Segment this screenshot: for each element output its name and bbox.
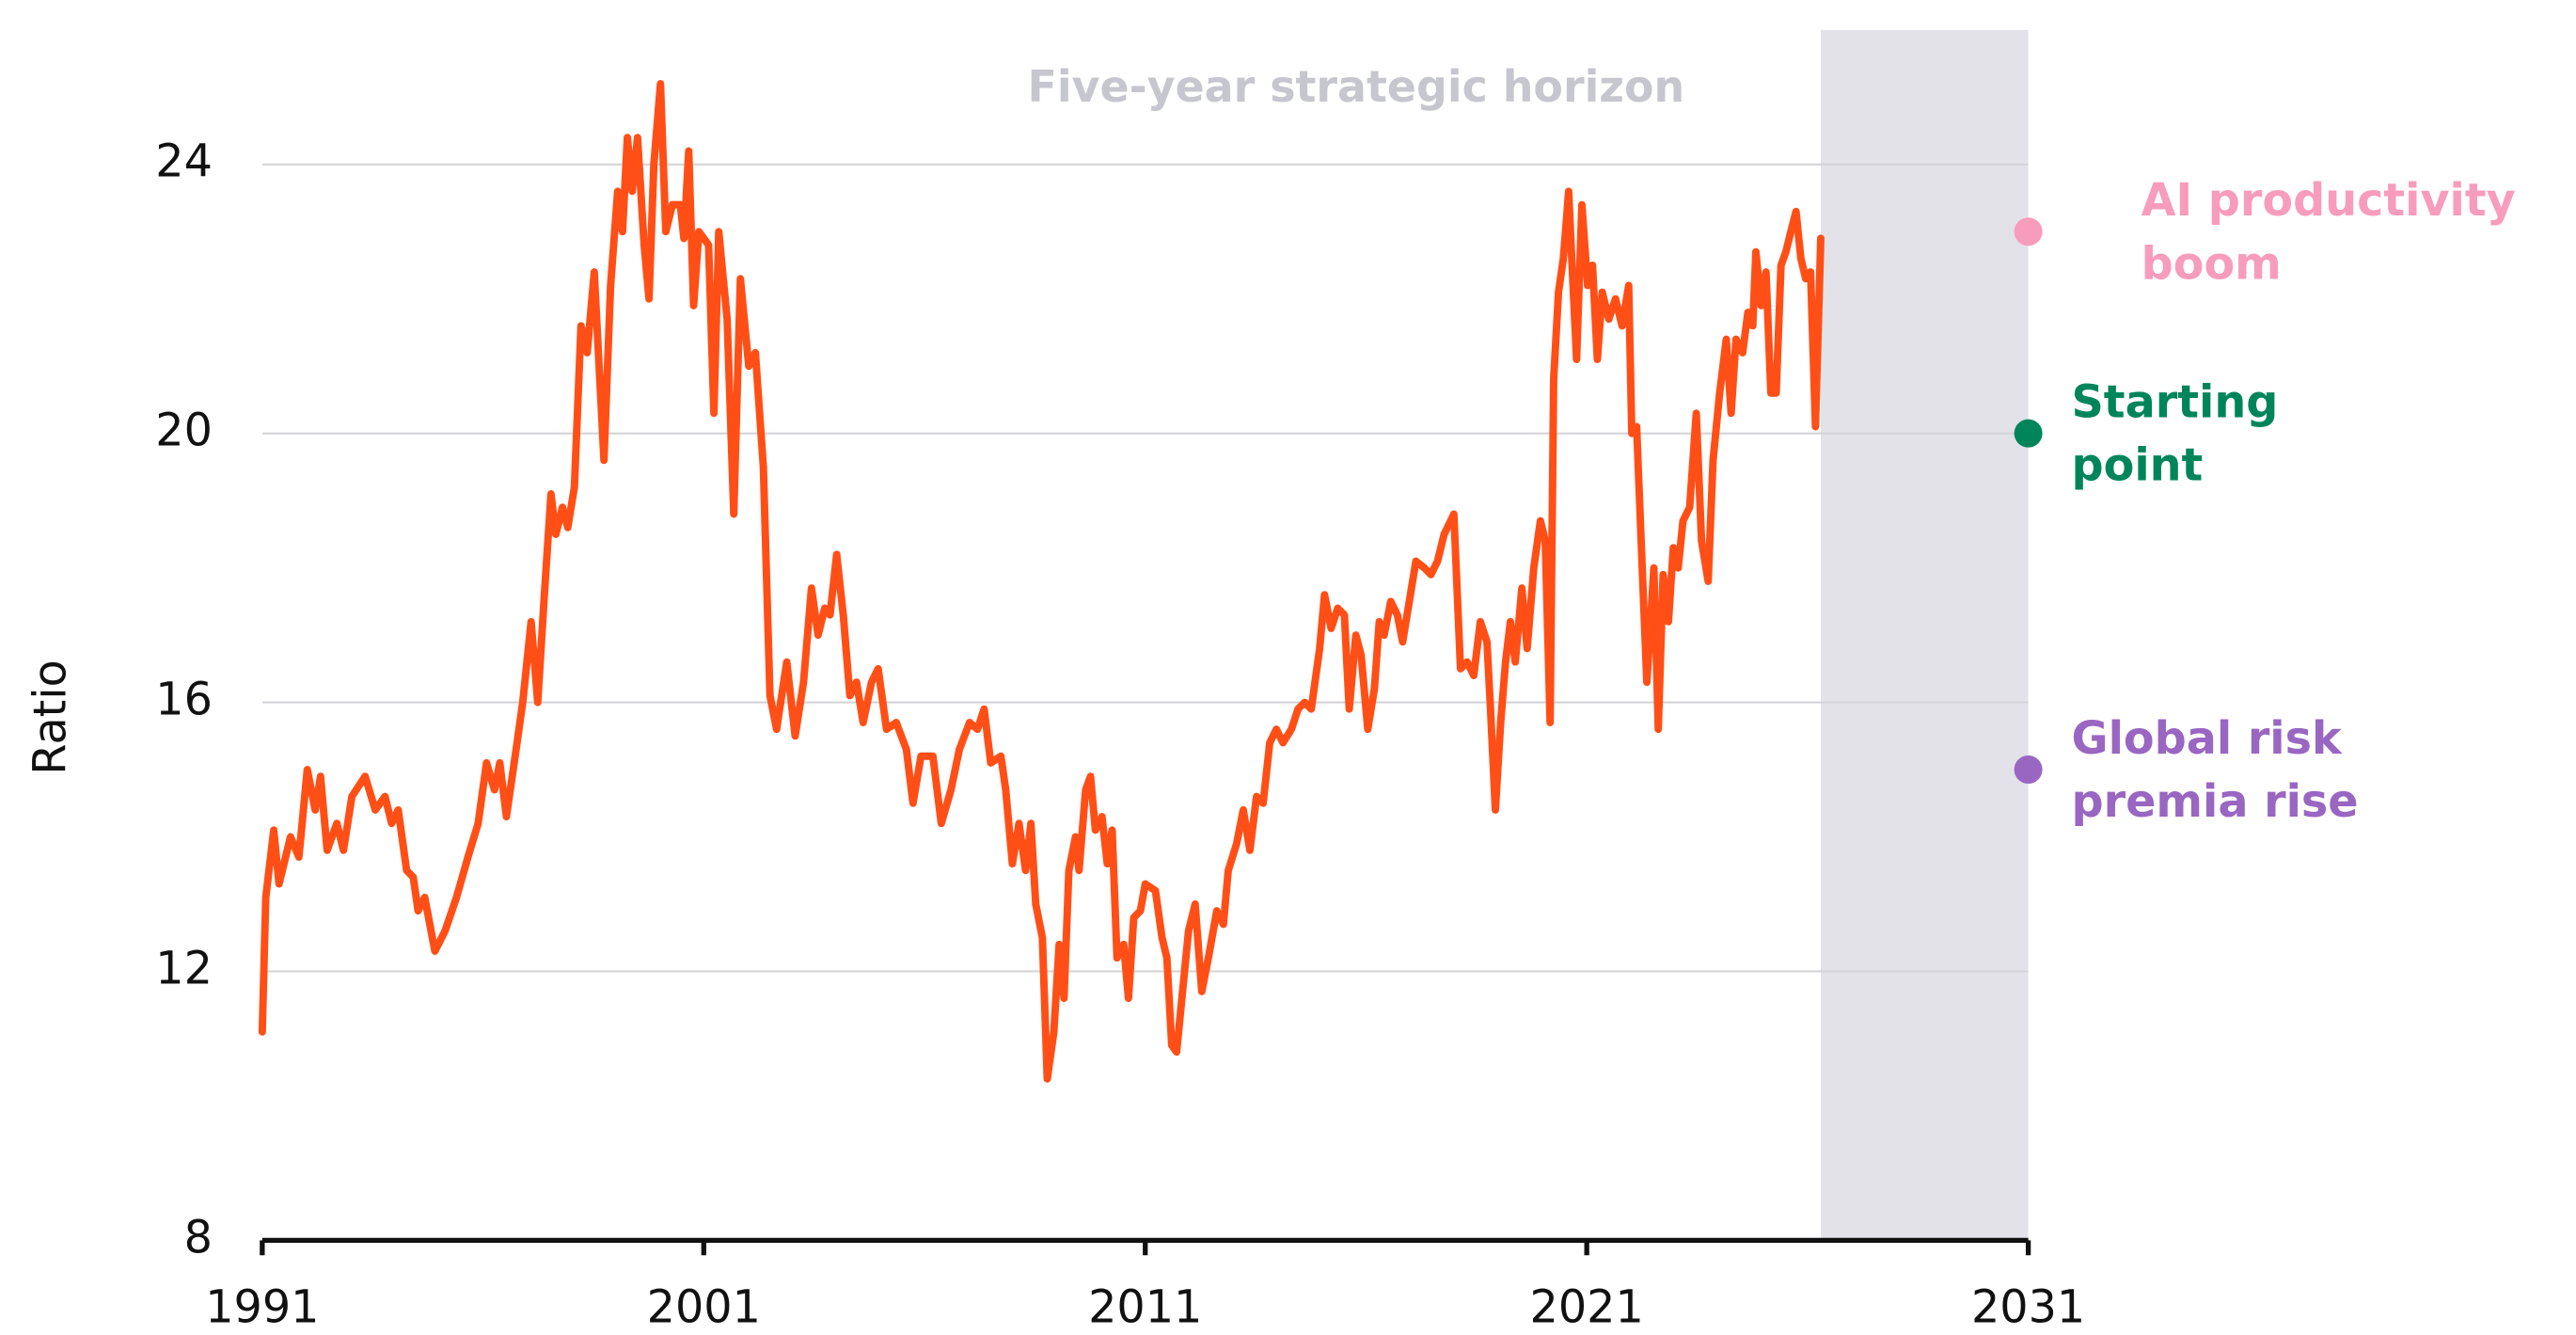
y-axis-label: Ratio bbox=[24, 660, 76, 774]
y-tick-label: 16 bbox=[155, 675, 213, 726]
x-tick-label: 1991 bbox=[205, 1281, 319, 1333]
data-line bbox=[258, 80, 1825, 1083]
y-tick-label: 20 bbox=[155, 405, 213, 457]
x-tick-label: 2021 bbox=[1530, 1281, 1644, 1333]
scenario-point bbox=[2014, 217, 2043, 246]
x-tick-label: 2011 bbox=[1088, 1281, 1202, 1333]
scenario-label: point bbox=[2071, 440, 2203, 492]
scenario-label: AI productivity bbox=[2141, 175, 2516, 227]
y-tick-label: 8 bbox=[184, 1212, 213, 1263]
shaded-region-label: Five-year strategic horizon bbox=[1028, 61, 1685, 112]
scenario-point bbox=[2014, 755, 2043, 785]
x-tick-label: 2031 bbox=[1971, 1281, 2085, 1333]
y-tick-label: 12 bbox=[155, 943, 213, 994]
y-tick-label: 24 bbox=[155, 136, 213, 188]
shaded-region bbox=[1820, 29, 2029, 1241]
scenario-label: Global risk bbox=[2071, 713, 2343, 765]
scenario-label: Starting bbox=[2071, 377, 2278, 429]
scenario-point bbox=[2014, 419, 2043, 448]
scenario-label: premia rise bbox=[2071, 776, 2358, 828]
scenario-label: boom bbox=[2141, 238, 2282, 290]
x-tick-label: 2001 bbox=[647, 1281, 761, 1333]
